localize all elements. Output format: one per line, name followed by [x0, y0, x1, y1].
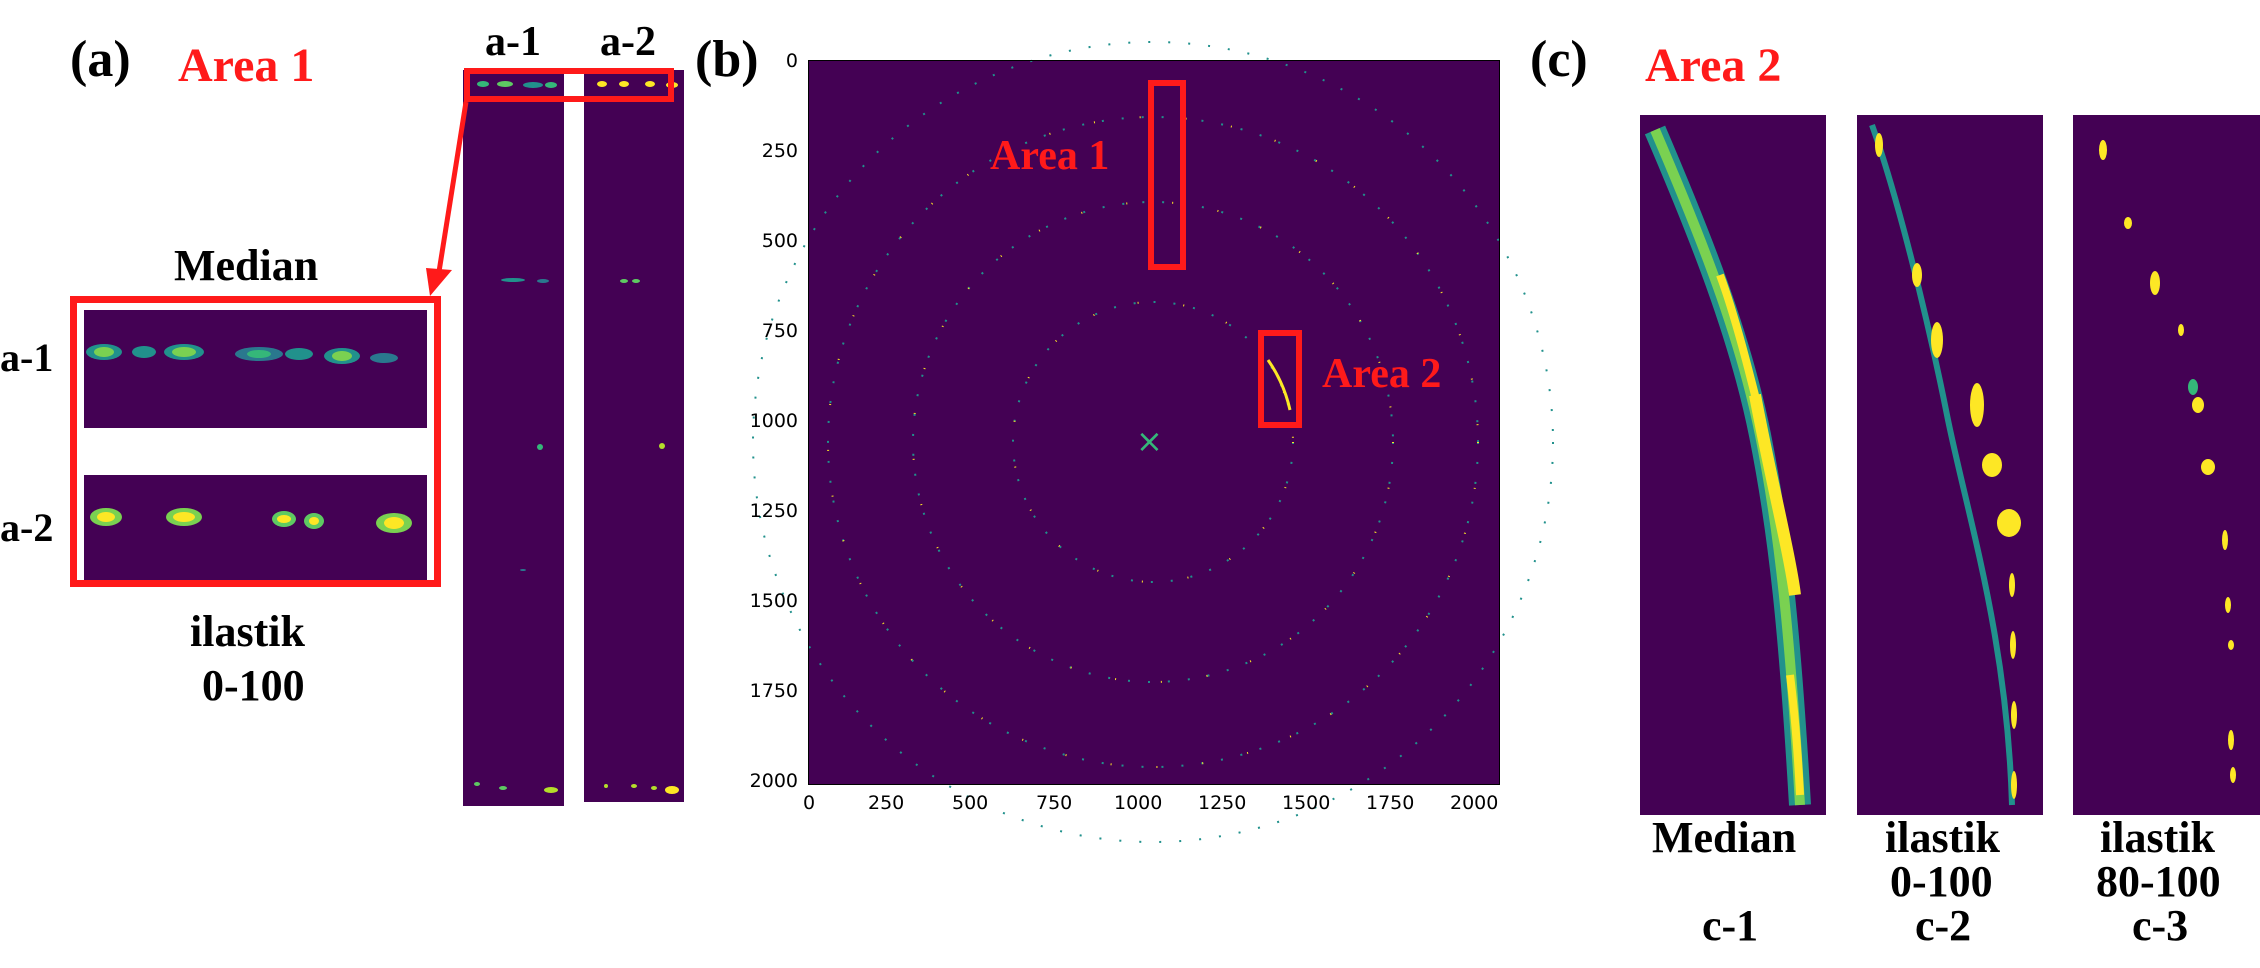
strip-label-a2: a-2	[600, 19, 656, 65]
y-tick: 250	[761, 140, 798, 162]
strip-a2-image	[584, 70, 684, 802]
area-2-label: Area 2	[1322, 351, 1442, 397]
c1-id-label: c-1	[1702, 901, 1759, 950]
zoom-row-label-a1: a-1	[0, 335, 54, 380]
zoom-title: Median	[174, 241, 319, 290]
c2-streak	[1869, 123, 2021, 806]
c2-caption-2: 0-100	[1890, 857, 1993, 906]
c2-image	[1857, 115, 2043, 815]
y-axis: 0 250 500 750 1000 1250 1500 1750 2000	[740, 50, 808, 795]
zoom-a1-image	[84, 310, 427, 428]
area-1-box	[1148, 80, 1186, 270]
panel-a-label: (a)	[70, 31, 131, 88]
c3-caption-1: ilastik	[2100, 813, 2215, 862]
y-tick: 2000	[749, 770, 798, 792]
y-tick: 1000	[749, 410, 798, 432]
x-tick: 1500	[1282, 792, 1331, 814]
diffraction-rings	[752, 41, 1554, 843]
caption-a-line1: ilastik	[190, 607, 305, 656]
panel-c-label: (c)	[1530, 31, 1588, 88]
diffraction-image: ×	[752, 41, 1554, 843]
c1-image	[1640, 115, 1826, 815]
strip-label-a1: a-1	[485, 19, 541, 65]
y-tick: 0	[785, 50, 798, 72]
x-tick: 2000	[1450, 792, 1499, 814]
zoom-box	[70, 296, 441, 587]
c2-caption-1: ilastik	[1885, 813, 2000, 862]
panel-c-area-title: Area 2	[1645, 39, 1782, 92]
area-2-box	[1258, 330, 1302, 428]
zoom-row-label-a2: a-2	[0, 505, 54, 550]
x-tick: 750	[1036, 792, 1073, 814]
strip-zoom-box	[464, 68, 674, 102]
c1-caption: Median	[1652, 813, 1797, 862]
x-tick: 1000	[1114, 792, 1163, 814]
y-tick: 1500	[749, 590, 798, 612]
x-axis: 0 250 500 750 1000 1250 1500 1750 2000	[800, 792, 1520, 822]
c3-spots	[2099, 140, 2236, 783]
c3-image	[2073, 115, 2260, 815]
strip-a1-spots	[474, 81, 558, 793]
panel-b-label: (b)	[695, 31, 759, 88]
area-1-label: Area 1	[990, 133, 1110, 179]
x-tick: 1250	[1198, 792, 1247, 814]
panel-a-area-title: Area 1	[178, 39, 315, 92]
y-tick: 500	[761, 230, 798, 252]
caption-a-line2: 0-100	[202, 661, 305, 710]
beam-center-marker: ×	[1136, 422, 1163, 460]
y-tick: 1250	[749, 500, 798, 522]
x-tick: 1750	[1366, 792, 1415, 814]
c2-id-label: c-2	[1915, 901, 1972, 950]
x-tick: 0	[803, 792, 816, 814]
zoom-a2-spots	[90, 508, 412, 533]
y-tick: 1750	[749, 680, 798, 702]
zoom-a1-spots	[86, 344, 398, 364]
strip-a1-image	[463, 70, 564, 806]
c3-id-label: c-3	[2132, 901, 2189, 950]
c1-streak	[1644, 125, 1811, 806]
c3-caption-2: 80-100	[2096, 857, 2221, 906]
plot-frame	[808, 60, 1500, 785]
strip-a2-spots	[597, 81, 679, 794]
x-tick: 250	[868, 792, 905, 814]
zoom-a2-image	[84, 475, 427, 580]
y-tick: 750	[761, 320, 798, 342]
x-tick: 500	[952, 792, 989, 814]
